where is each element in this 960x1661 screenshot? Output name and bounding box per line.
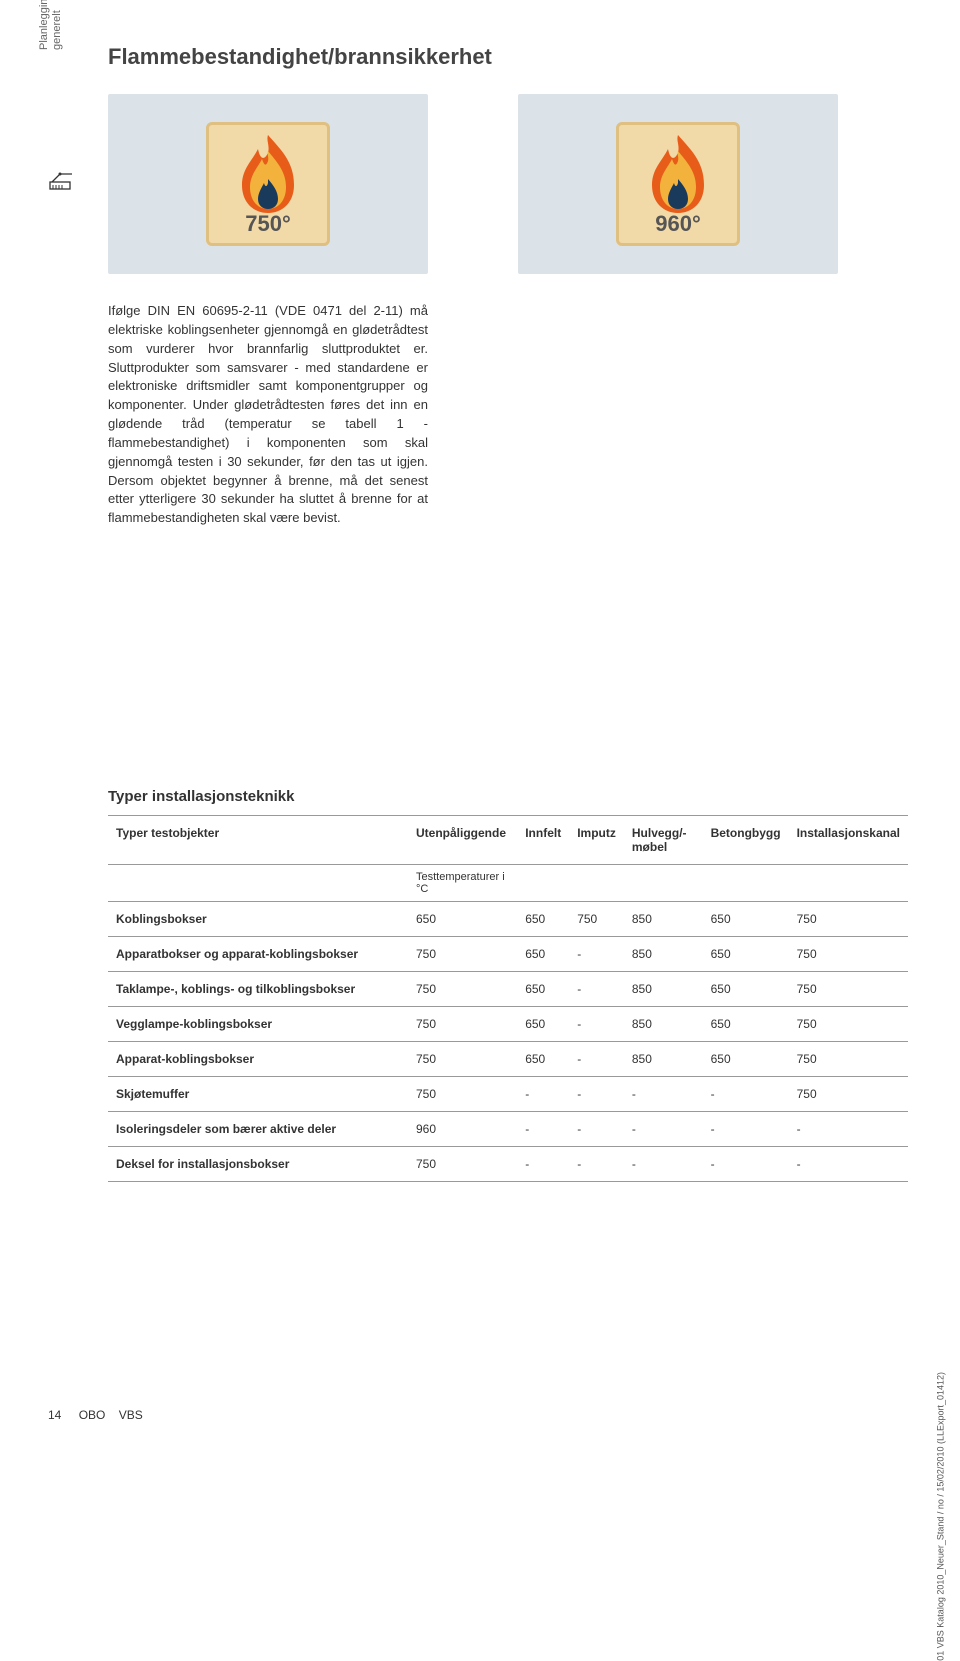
subheader-empty: [108, 865, 408, 902]
table-row: Isoleringsdeler som bærer aktive deler96…: [108, 1112, 908, 1147]
row-value: -: [624, 1077, 703, 1112]
table-row: Apparatbokser og apparat-koblingsbokser7…: [108, 937, 908, 972]
body-paragraph: Ifølge DIN EN 60695-2-11 (VDE 0471 del 2…: [108, 302, 428, 528]
main-content: Flammebestandighet/brannsikkerhet 750° 9…: [108, 44, 908, 1182]
flame-icon-row: 750° 960°: [108, 94, 908, 274]
th-installasjonskanal: Installasjonskanal: [789, 816, 908, 865]
flame-badge-960: 960°: [616, 122, 740, 246]
row-value: 750: [408, 937, 517, 972]
sidebar-label-line1: Planleggingshjelp: [38, 0, 50, 50]
installation-table: Typer testobjekter Utenpåliggende Innfel…: [108, 815, 908, 1182]
row-value: 750: [789, 937, 908, 972]
row-value: 650: [703, 937, 789, 972]
row-value: 650: [517, 972, 569, 1007]
page-footer: 14 OBO VBS: [48, 1408, 143, 1422]
row-value: 650: [517, 937, 569, 972]
row-value: -: [569, 937, 624, 972]
row-value: 650: [703, 1042, 789, 1077]
table-subheader-row: Testtemperaturer i °C: [108, 865, 908, 902]
row-value: 650: [517, 1007, 569, 1042]
row-value: 750: [789, 902, 908, 937]
row-value: -: [569, 1007, 624, 1042]
row-value: -: [569, 1077, 624, 1112]
row-value: -: [789, 1147, 908, 1182]
row-value: 850: [624, 937, 703, 972]
sidebar-label: Planleggingshjelp generelt: [38, 0, 64, 50]
subheader-label: Testtemperaturer i °C: [408, 865, 517, 902]
row-label: Taklampe-, koblings- og tilkoblingsbokse…: [108, 972, 408, 1007]
row-value: 650: [517, 902, 569, 937]
row-value: -: [703, 1147, 789, 1182]
th-betongbygg: Betongbygg: [703, 816, 789, 865]
row-label: Koblingsbokser: [108, 902, 408, 937]
row-value: 750: [408, 1077, 517, 1112]
flame-icon: [228, 131, 308, 219]
row-value: -: [517, 1147, 569, 1182]
flame-card-960: 960°: [518, 94, 838, 274]
table-row: Koblingsbokser650650750850650750: [108, 902, 908, 937]
row-label: Isoleringsdeler som bærer aktive deler: [108, 1112, 408, 1147]
table-row: Taklampe-, koblings- og tilkoblingsbokse…: [108, 972, 908, 1007]
flame-icon: [638, 131, 718, 219]
row-value: 750: [408, 1007, 517, 1042]
sidebar-section-icon: [48, 172, 74, 197]
row-value: -: [624, 1112, 703, 1147]
row-value: 650: [517, 1042, 569, 1077]
row-value: -: [569, 1042, 624, 1077]
vertical-footnote: 01 VBS Katalog 2010_Neuer_Stand / no / 1…: [936, 1372, 946, 1661]
row-value: -: [624, 1147, 703, 1182]
row-label: Vegglampe-koblingsbokser: [108, 1007, 408, 1042]
row-value: 750: [408, 1147, 517, 1182]
table-row: Vegglampe-koblingsbokser750650-850650750: [108, 1007, 908, 1042]
row-value: -: [517, 1077, 569, 1112]
table-row: Apparat-koblingsbokser750650-850650750: [108, 1042, 908, 1077]
row-label: Apparatbokser og apparat-koblingsbokser: [108, 937, 408, 972]
th-utenpaliggende: Utenpåliggende: [408, 816, 517, 865]
table-title: Typer installasjonsteknikk: [108, 788, 908, 805]
table-row: Deksel for installasjonsbokser750-----: [108, 1147, 908, 1182]
row-value: 650: [703, 1007, 789, 1042]
row-value: 650: [703, 902, 789, 937]
row-value: 750: [408, 972, 517, 1007]
row-value: -: [703, 1112, 789, 1147]
row-value: 750: [789, 972, 908, 1007]
row-value: 850: [624, 1007, 703, 1042]
row-value: 850: [624, 972, 703, 1007]
footer-left: OBO: [79, 1408, 106, 1422]
row-label: Apparat-koblingsbokser: [108, 1042, 408, 1077]
th-hulvegg: Hulvegg/-møbel: [624, 816, 703, 865]
row-value: 750: [789, 1077, 908, 1112]
row-value: -: [703, 1077, 789, 1112]
row-label: Deksel for installasjonsbokser: [108, 1147, 408, 1182]
th-types: Typer testobjekter: [108, 816, 408, 865]
row-value: 750: [569, 902, 624, 937]
sidebar-label-line2: generelt: [51, 0, 64, 50]
page-number: 14: [48, 1408, 61, 1422]
row-value: -: [569, 1147, 624, 1182]
th-innfelt: Innfelt: [517, 816, 569, 865]
row-value: -: [517, 1112, 569, 1147]
row-value: 650: [703, 972, 789, 1007]
flame-card-750: 750°: [108, 94, 428, 274]
row-value: -: [789, 1112, 908, 1147]
row-value: 750: [789, 1042, 908, 1077]
row-value: 850: [624, 902, 703, 937]
row-value: 750: [789, 1007, 908, 1042]
table-header-row: Typer testobjekter Utenpåliggende Innfel…: [108, 816, 908, 865]
row-label: Skjøtemuffer: [108, 1077, 408, 1112]
row-value: -: [569, 972, 624, 1007]
table-row: Skjøtemuffer750----750: [108, 1077, 908, 1112]
flame-badge-750: 750°: [206, 122, 330, 246]
row-value: -: [569, 1112, 624, 1147]
th-imputz: Imputz: [569, 816, 624, 865]
row-value: 750: [408, 1042, 517, 1077]
row-value: 850: [624, 1042, 703, 1077]
row-value: 960: [408, 1112, 517, 1147]
page-title: Flammebestandighet/brannsikkerhet: [108, 44, 908, 70]
row-value: 650: [408, 902, 517, 937]
footer-right: VBS: [119, 1408, 143, 1422]
